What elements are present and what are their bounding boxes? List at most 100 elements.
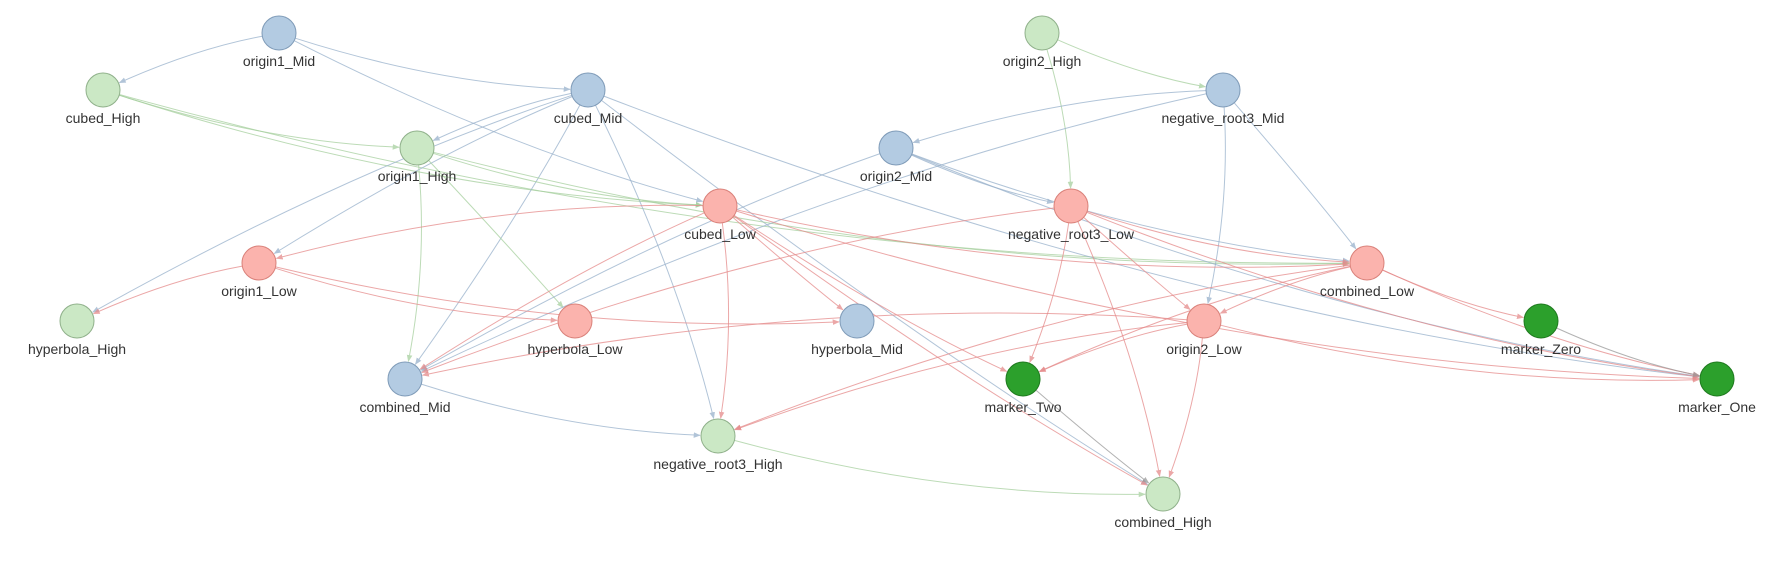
node-label-origin1_Mid: origin1_Mid: [243, 53, 315, 69]
node-label-hyperbola_Low: hyperbola_Low: [528, 341, 624, 357]
node-circle-negative_root3_High[interactable]: [700, 418, 736, 454]
node-label-origin2_Low: origin2_Low: [1166, 341, 1242, 357]
edge-origin2_Low-to-marker_Two: [1038, 323, 1188, 373]
edge-origin2_Low-to-combined_Mid: [421, 312, 1188, 377]
node-origin1_Low[interactable]: origin1_Low: [221, 245, 298, 299]
edge-negative_root3_Low-to-combined_Low: [1087, 210, 1350, 265]
edge-origin1_Mid-to-cubed_Low: [293, 40, 704, 203]
node-circle-hyperbola_Low[interactable]: [557, 303, 593, 339]
edge-origin2_Low-to-marker_One: [1220, 324, 1700, 383]
edge-origin1_Low-to-hyperbola_High: [92, 265, 243, 315]
edge-combined_Low-to-negative_root3_High: [734, 264, 1351, 430]
node-circle-marker_One[interactable]: [1699, 361, 1735, 397]
node-circle-hyperbola_High[interactable]: [59, 303, 95, 339]
node-origin2_Low[interactable]: origin2_Low: [1166, 303, 1243, 357]
node-circle-combined_Mid[interactable]: [387, 361, 423, 397]
node-label-combined_Low: combined_Low: [1320, 283, 1415, 299]
edge-marker_Two-to-combined_High: [1035, 389, 1150, 484]
node-circle-negative_root3_Low[interactable]: [1053, 188, 1089, 224]
edge-origin2_Mid-to-combined_Mid: [419, 153, 881, 371]
edge-origin1_Mid-to-cubed_Mid: [295, 37, 571, 92]
edge-combined_Low-to-origin2_Low: [1219, 266, 1351, 314]
edge-origin1_High-to-hyperbola_Low: [428, 160, 564, 309]
node-cubed_High[interactable]: cubed_High: [66, 72, 141, 126]
edge-cubed_Mid-to-origin1_High: [432, 92, 572, 141]
node-circle-origin1_Mid[interactable]: [261, 15, 297, 51]
edge-cubed_High-to-origin1_High: [119, 94, 400, 150]
node-cubed_Mid[interactable]: cubed_Mid: [554, 72, 623, 126]
node-marker_Zero[interactable]: marker_Zero: [1501, 303, 1581, 357]
node-layer: origin1_Mid cubed_High cubed_Mid origin1_Hi…: [28, 15, 1756, 530]
node-circle-cubed_Mid[interactable]: [570, 72, 606, 108]
edge-cubed_Low-to-origin1_Low: [275, 204, 704, 260]
edge-marker_Zero-to-marker_One: [1556, 327, 1700, 378]
edge-cubed_Mid-to-marker_One: [603, 95, 1700, 379]
node-circle-origin1_Low[interactable]: [241, 245, 277, 281]
edge-negative_root3_Mid-to-combined_Low: [1233, 102, 1357, 250]
node-circle-cubed_Low[interactable]: [702, 188, 738, 224]
node-circle-negative_root3_Mid[interactable]: [1205, 72, 1241, 108]
node-label-origin2_High: origin2_High: [1003, 53, 1082, 69]
edge-layer: [92, 35, 1700, 498]
edge-cubed_Low-to-marker_Two: [733, 214, 1008, 372]
node-label-origin1_High: origin1_High: [378, 168, 457, 184]
edge-negative_root3_Mid-to-combined_Mid: [420, 93, 1207, 372]
edge-origin1_Mid-to-cubed_High: [118, 35, 263, 84]
edge-cubed_Mid-to-hyperbola_High: [92, 94, 573, 313]
edge-origin2_High-to-negative_root3_Low: [1046, 49, 1074, 189]
node-label-combined_Mid: combined_Mid: [359, 399, 450, 415]
edge-origin2_Low-to-combined_High: [1168, 337, 1203, 478]
node-circle-hyperbola_Mid[interactable]: [839, 303, 875, 339]
node-label-hyperbola_High: hyperbola_High: [28, 341, 126, 357]
node-combined_Mid[interactable]: combined_Mid: [359, 361, 451, 415]
node-hyperbola_High[interactable]: hyperbola_High: [28, 303, 126, 357]
node-origin1_Mid[interactable]: origin1_Mid: [243, 15, 315, 69]
edge-origin2_Mid-to-marker_One: [911, 153, 1700, 379]
node-label-hyperbola_Mid: hyperbola_Mid: [811, 341, 903, 357]
node-hyperbola_Mid[interactable]: hyperbola_Mid: [811, 303, 903, 357]
edge-cubed_Low-to-combined_Mid: [419, 212, 705, 370]
node-circle-marker_Two[interactable]: [1005, 361, 1041, 397]
node-negative_root3_Mid[interactable]: negative_root3_Mid: [1162, 72, 1285, 126]
edge-cubed_Mid-to-origin1_Low: [273, 96, 573, 254]
node-combined_Low[interactable]: combined_Low: [1320, 245, 1415, 299]
node-label-cubed_Mid: cubed_Mid: [554, 110, 623, 126]
node-label-origin1_Low: origin1_Low: [221, 283, 297, 299]
edge-cubed_Low-to-combined_Low: [736, 209, 1350, 268]
edge-cubed_Low-to-combined_High: [733, 215, 1148, 486]
node-marker_Two[interactable]: marker_Two: [984, 361, 1062, 415]
node-label-negative_root3_High: negative_root3_High: [653, 456, 782, 472]
node-combined_High[interactable]: combined_High: [1114, 476, 1212, 530]
edge-origin2_Mid-to-combined_Low: [911, 153, 1350, 264]
edge-origin2_High-to-negative_root3_Mid: [1057, 39, 1206, 89]
edge-negative_root3_Low-to-origin2_Low: [1083, 217, 1191, 311]
node-circle-combined_High[interactable]: [1145, 476, 1181, 512]
node-circle-origin2_High[interactable]: [1024, 15, 1060, 51]
node-hyperbola_Low[interactable]: hyperbola_Low: [528, 303, 624, 357]
node-circle-origin1_High[interactable]: [399, 130, 435, 166]
node-origin1_High[interactable]: origin1_High: [378, 130, 457, 184]
node-label-combined_High: combined_High: [1114, 514, 1211, 530]
node-label-cubed_Low: cubed_Low: [684, 226, 757, 242]
node-circle-origin2_Low[interactable]: [1186, 303, 1222, 339]
node-circle-combined_Low[interactable]: [1349, 245, 1385, 281]
edge-origin2_Low-to-negative_root3_High: [734, 322, 1188, 431]
node-cubed_Low[interactable]: cubed_Low: [684, 188, 757, 242]
edge-negative_root3_Low-to-marker_One: [1086, 211, 1700, 379]
node-circle-cubed_High[interactable]: [85, 72, 121, 108]
node-marker_One[interactable]: marker_One: [1678, 361, 1756, 415]
node-label-marker_Two: marker_Two: [984, 399, 1061, 415]
node-label-negative_root3_Low: negative_root3_Low: [1008, 226, 1135, 242]
node-negative_root3_High[interactable]: negative_root3_High: [653, 418, 783, 472]
edge-cubed_Low-to-hyperbola_Mid: [732, 216, 844, 311]
node-circle-marker_Zero[interactable]: [1523, 303, 1559, 339]
node-negative_root3_Low[interactable]: negative_root3_Low: [1008, 188, 1135, 242]
edge-negative_root3_High-to-combined_High: [734, 439, 1146, 498]
node-label-origin2_Mid: origin2_Mid: [860, 168, 932, 184]
edge-origin1_Low-to-hyperbola_Low: [275, 267, 558, 323]
node-origin2_Mid[interactable]: origin2_Mid: [860, 130, 932, 184]
node-origin2_High[interactable]: origin2_High: [1003, 15, 1082, 69]
node-circle-origin2_Mid[interactable]: [878, 130, 914, 166]
node-label-negative_root3_Mid: negative_root3_Mid: [1162, 110, 1285, 126]
edge-negative_root3_Mid-to-origin2_Low: [1206, 106, 1226, 305]
